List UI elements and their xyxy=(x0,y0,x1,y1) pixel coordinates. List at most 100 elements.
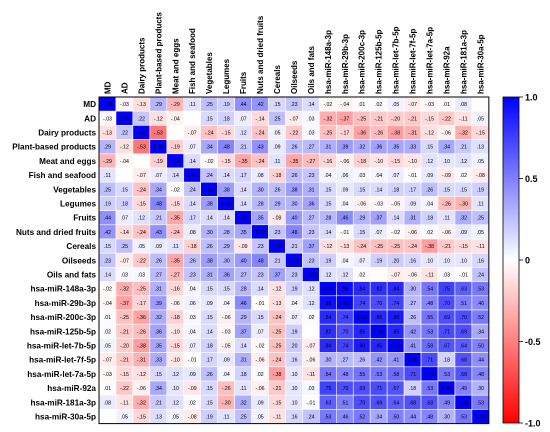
cell-value-label: .16 xyxy=(290,415,297,421)
cell-value-label: .18 xyxy=(223,116,230,122)
column-label: Vegetables xyxy=(205,52,214,94)
cell-value-label: .32 xyxy=(358,145,365,151)
cell-value-label: -.21 xyxy=(442,244,451,250)
cell-value-label: -.07 xyxy=(120,258,129,264)
cell-value-label: -.37 xyxy=(120,301,129,307)
cell-value-label: .16 xyxy=(409,258,416,264)
heatmap-cell xyxy=(98,409,117,424)
cell-value-label: .23 xyxy=(256,273,263,279)
cell-value-label: .14 xyxy=(375,187,382,193)
cell-value-label: -.21 xyxy=(120,329,129,335)
cell-value-label: .04 xyxy=(290,301,297,307)
cell-value-label: .27 xyxy=(307,216,314,222)
cell-value-label: .23 xyxy=(307,173,314,179)
cell-value-label: .26 xyxy=(290,173,297,179)
cell-value-label: .24 xyxy=(307,415,314,421)
cell-value-label: -.02 xyxy=(171,187,180,193)
row-label: hsa-miR-125b-5p xyxy=(30,327,96,336)
cell-value-label: -.04 xyxy=(340,102,349,108)
cell-value-label: -.15 xyxy=(222,159,231,165)
cell-value-label: .23 xyxy=(290,102,297,108)
cell-value-label: .04 xyxy=(341,258,348,264)
cell-value-label: .67 xyxy=(392,386,399,392)
cell-value-label: .18 xyxy=(392,187,399,193)
cell-value-label: .26 xyxy=(409,315,416,321)
cell-value-label: .14 xyxy=(239,344,246,350)
cell-value-label: -.06 xyxy=(408,273,417,279)
cell-value-label: .15 xyxy=(104,244,111,250)
cell-value-label: .43 xyxy=(256,145,263,151)
cell-value-label: .84 xyxy=(358,287,365,293)
cell-value-label: -.20 xyxy=(120,344,129,350)
cell-value-label: .03 xyxy=(307,386,314,392)
cell-value-label: .54 xyxy=(426,287,433,293)
cell-value-label: .44 xyxy=(409,415,416,421)
cell-value-label: .12 xyxy=(460,159,467,165)
cell-value-label: .05 xyxy=(256,415,263,421)
cell-value-label: .15 xyxy=(206,386,213,392)
row-label: MD xyxy=(83,100,96,109)
cell-value-label: -.15 xyxy=(120,372,129,378)
cell-value-label: -.19 xyxy=(171,145,180,151)
cell-value-label: .26 xyxy=(426,187,433,193)
cell-value-label: -.03 xyxy=(222,329,231,335)
cell-value-label: .17 xyxy=(189,216,196,222)
cell-value-label: 1.00 xyxy=(323,287,333,293)
cell-value-label: .15 xyxy=(324,202,331,208)
row-label: hsa-miR-let-7b-5p xyxy=(27,342,96,351)
cell-value-label: -.13 xyxy=(137,102,146,108)
cell-value-label: .19 xyxy=(223,102,230,108)
column-label: hsa-miR-29b-3p xyxy=(341,34,350,94)
cell-value-label: -.25 xyxy=(137,287,146,293)
cell-value-label: .02 xyxy=(256,372,263,378)
cell-value-label: .53 xyxy=(443,372,450,378)
cell-value-label: .12 xyxy=(324,273,331,279)
cell-value-label: .85 xyxy=(358,329,365,335)
cell-value-label: .64 xyxy=(460,344,467,350)
cell-value-label: .34 xyxy=(155,187,162,193)
cell-value-label: .08 xyxy=(460,102,467,108)
cell-value-label: .29 xyxy=(358,216,365,222)
column-label: hsa-miR-181a-3p xyxy=(459,30,468,94)
cell-value-label: -.06 xyxy=(306,358,315,364)
cell-value-label: .29 xyxy=(239,315,246,321)
cell-value-label: -.14 xyxy=(120,230,129,236)
cell-value-label: 1.00 xyxy=(357,315,367,321)
cell-value-label: .01 xyxy=(104,386,111,392)
cell-value-label: .67 xyxy=(443,344,450,350)
cell-value-label: 1.00 xyxy=(475,415,485,421)
cell-value-label: .53 xyxy=(460,415,467,421)
cell-value-label: .30 xyxy=(290,202,297,208)
cell-value-label: .17 xyxy=(239,173,246,179)
cell-value-label: -.02 xyxy=(256,344,265,350)
cell-value-label: .21 xyxy=(460,145,467,151)
cell-value-label: -.10 xyxy=(408,159,417,165)
cell-value-label: -.32 xyxy=(459,131,468,137)
cell-value-label: .26 xyxy=(273,187,280,193)
cell-value-label: -.01 xyxy=(306,400,315,406)
cell-value-label: -.37 xyxy=(340,116,349,122)
cell-value-label: 1.00 xyxy=(272,244,282,250)
cell-value-label: .25 xyxy=(273,116,280,122)
cell-value-label: .31 xyxy=(155,287,162,293)
heatmap-cell xyxy=(471,96,490,112)
cell-value-label: .11 xyxy=(274,159,281,165)
cell-value-label: .26 xyxy=(155,258,162,264)
cell-value-label: .07 xyxy=(375,230,382,236)
cell-value-label: .18 xyxy=(121,202,128,208)
cell-value-label: .29 xyxy=(273,202,280,208)
cell-value-label: -.25 xyxy=(272,344,281,350)
cell-value-label: .42 xyxy=(256,102,263,108)
cell-value-label: .12 xyxy=(426,159,433,165)
cell-value-label: .52 xyxy=(477,315,484,321)
cell-value-label: .02 xyxy=(460,173,467,179)
cell-value-label: .05 xyxy=(273,131,280,137)
cell-value-label: .42 xyxy=(104,230,111,236)
cell-value-label: .18 xyxy=(206,344,213,350)
cell-value-label: -.04 xyxy=(103,301,112,307)
colorbar-tick-label: -1.0 xyxy=(525,419,541,429)
cell-value-label: .46 xyxy=(341,216,348,222)
cell-value-label: -.22 xyxy=(137,258,146,264)
cell-value-label: .26 xyxy=(206,372,213,378)
cell-value-label: .09 xyxy=(223,358,230,364)
